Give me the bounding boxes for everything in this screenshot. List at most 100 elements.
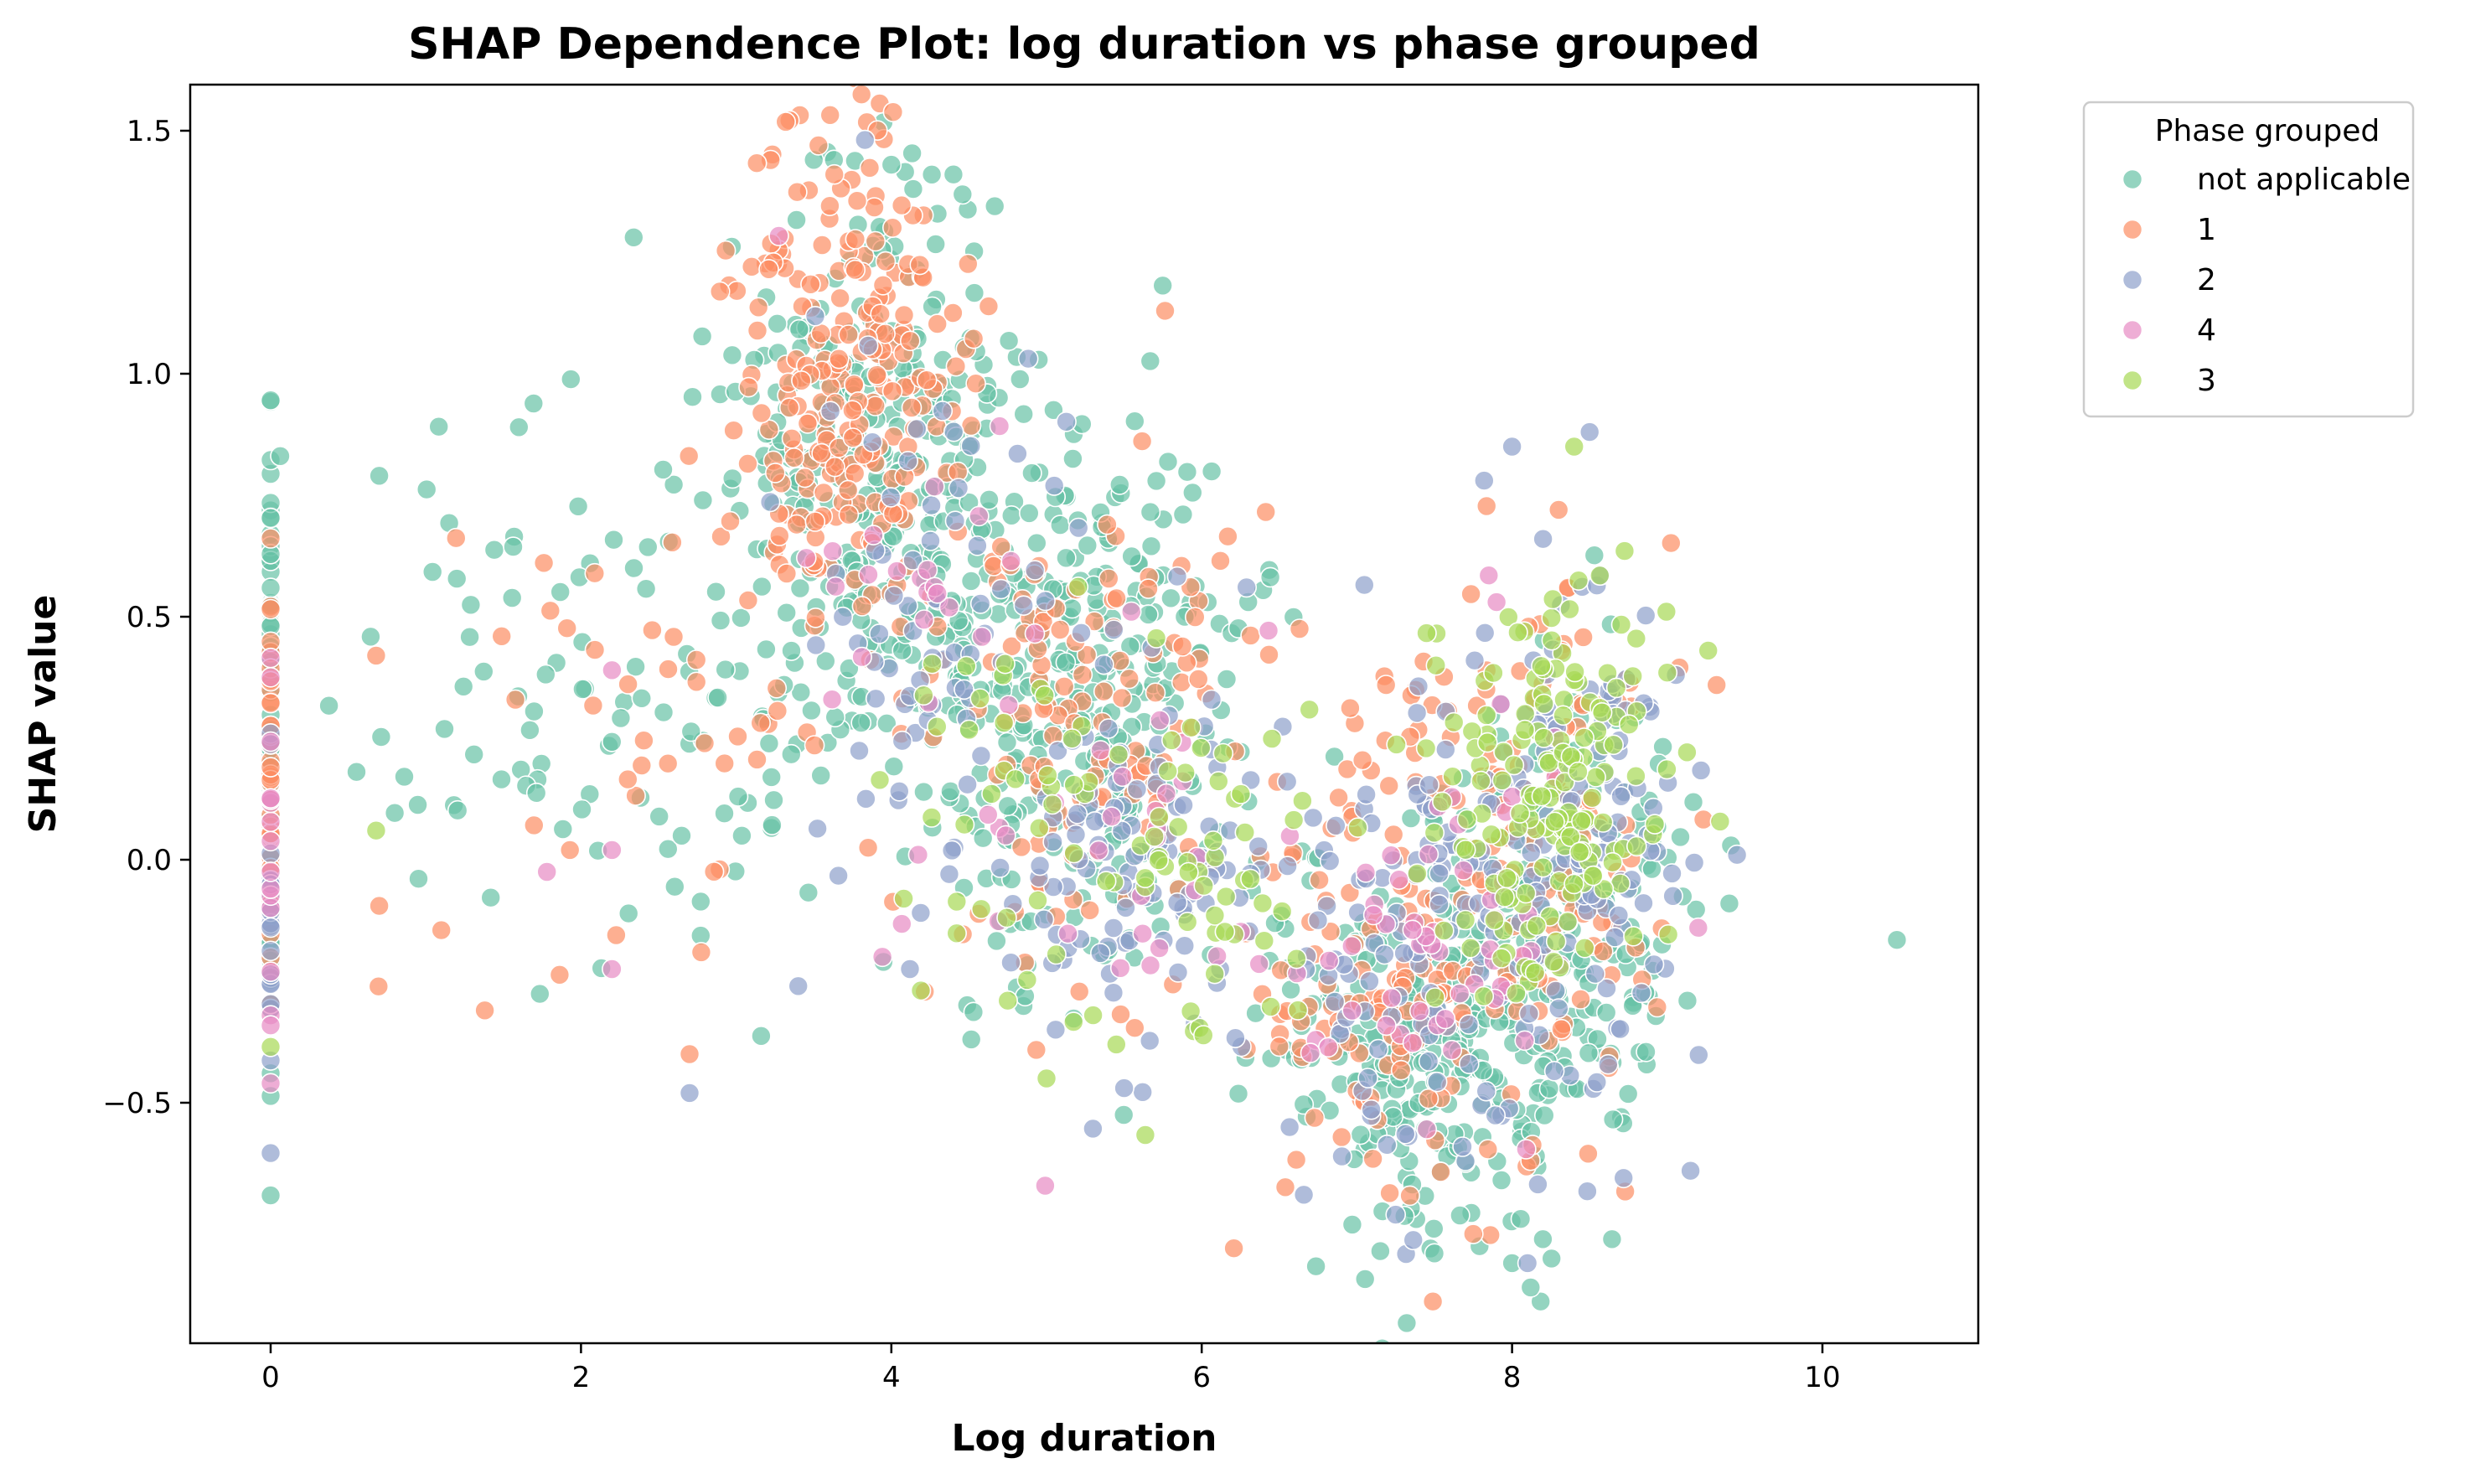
scatter-point: [881, 380, 903, 402]
scatter-point: [824, 576, 846, 597]
scatter-point: [1515, 882, 1537, 904]
scatter-point: [1157, 761, 1178, 782]
scatter-point: [452, 675, 474, 697]
scatter-point: [682, 386, 703, 408]
scatter-point: [1293, 1094, 1315, 1115]
scatter-point: [1093, 654, 1114, 675]
scatter-point: [1564, 873, 1584, 895]
scatter-point: [1605, 677, 1627, 699]
scatter-point: [737, 590, 759, 611]
scatter-point: [963, 328, 985, 349]
scatter-point: [875, 323, 896, 344]
scatter-point: [1517, 1253, 1538, 1274]
scatter-point: [657, 752, 679, 774]
scatter-point: [1113, 1104, 1135, 1125]
scatter-point: [1276, 771, 1298, 793]
scatter-point: [637, 536, 659, 558]
scatter-point: [1180, 1001, 1202, 1022]
scatter-point: [618, 902, 639, 924]
scatter-point: [1110, 1004, 1131, 1025]
scatter-point: [1464, 649, 1486, 671]
scatter-point: [1240, 868, 1261, 890]
scatter-point: [1331, 1126, 1352, 1148]
scatter-point: [260, 390, 282, 411]
scatter-point: [1148, 850, 1169, 871]
scatter-point: [921, 807, 943, 828]
scatter-point: [1656, 601, 1677, 623]
scatter-point: [703, 861, 725, 882]
scatter-point: [1193, 875, 1214, 897]
scatter-point: [1636, 1042, 1657, 1063]
scatter-point: [1035, 590, 1056, 612]
scatter-point: [1341, 935, 1362, 957]
scatter-point: [1255, 501, 1276, 523]
scatter-point: [1507, 622, 1528, 644]
scatter-point: [838, 324, 860, 345]
scatter-point: [1026, 532, 1047, 554]
scatter-point: [260, 507, 282, 529]
scatter-point: [1422, 1290, 1444, 1312]
scatter-point: [1132, 923, 1153, 944]
scatter-point: [922, 653, 943, 675]
scatter-point: [1476, 495, 1497, 517]
scatter-point: [1424, 1218, 1445, 1239]
scatter-point: [540, 600, 561, 622]
scatter-point: [1514, 1030, 1535, 1052]
scatter-point: [758, 732, 780, 754]
scatter-point: [788, 318, 810, 340]
scatter-point: [1324, 746, 1345, 768]
scatter-point: [1582, 787, 1603, 809]
scatter-point: [1646, 996, 1668, 1018]
scatter-point: [1103, 982, 1124, 1003]
scatter-point: [1161, 730, 1182, 751]
scatter-point: [1000, 504, 1022, 526]
scatter-point: [989, 416, 1010, 437]
scatter-point: [1455, 839, 1476, 861]
scatter-point: [1373, 1337, 1392, 1343]
scatter-point: [1390, 1059, 1412, 1081]
scatter-point: [1386, 734, 1407, 755]
scatter-point: [1584, 963, 1606, 985]
scatter-point: [1657, 758, 1677, 780]
scatter-point: [1476, 705, 1497, 726]
scatter-point: [1614, 540, 1636, 561]
scatter-point: [880, 487, 902, 508]
scatter-point: [720, 510, 741, 532]
scatter-point: [1478, 565, 1500, 587]
scatter-point: [1033, 909, 1055, 930]
scatter-point: [1000, 551, 1021, 571]
scatter-point: [434, 718, 455, 740]
scatter-point: [1455, 909, 1476, 931]
scatter-point: [1355, 862, 1377, 883]
scatter-point: [1677, 990, 1698, 1011]
scatter-point: [664, 876, 685, 897]
scatter-point: [260, 940, 282, 962]
scatter-point: [1690, 760, 1712, 781]
scatter-point: [766, 677, 788, 699]
scatter-point: [1502, 436, 1522, 458]
scatter-point: [1132, 1082, 1153, 1103]
scatter-point: [1083, 1118, 1104, 1140]
scatter-point: [421, 561, 443, 582]
scatter-point: [998, 330, 1020, 352]
scatter-point: [1112, 766, 1133, 788]
scatter-point: [997, 990, 1018, 1011]
scatter-point: [1682, 791, 1704, 813]
scatter-point: [1207, 945, 1228, 967]
scatter-point: [1253, 930, 1275, 951]
scatter-point: [536, 861, 558, 882]
scatter-point: [986, 930, 1007, 952]
scatter-point: [1124, 1017, 1145, 1038]
scatter-point: [549, 964, 571, 985]
scatter-point: [584, 639, 606, 660]
scatter-point: [857, 837, 879, 859]
scatter-point: [756, 639, 777, 660]
scatter-point: [970, 898, 992, 920]
scatter-point: [821, 689, 843, 711]
scatter-point: [1234, 822, 1256, 843]
scatter-point: [943, 163, 964, 185]
scatter-point: [631, 687, 653, 709]
scatter-point: [1173, 794, 1194, 816]
scatter-point: [883, 756, 905, 778]
scatter-point: [981, 783, 1002, 804]
